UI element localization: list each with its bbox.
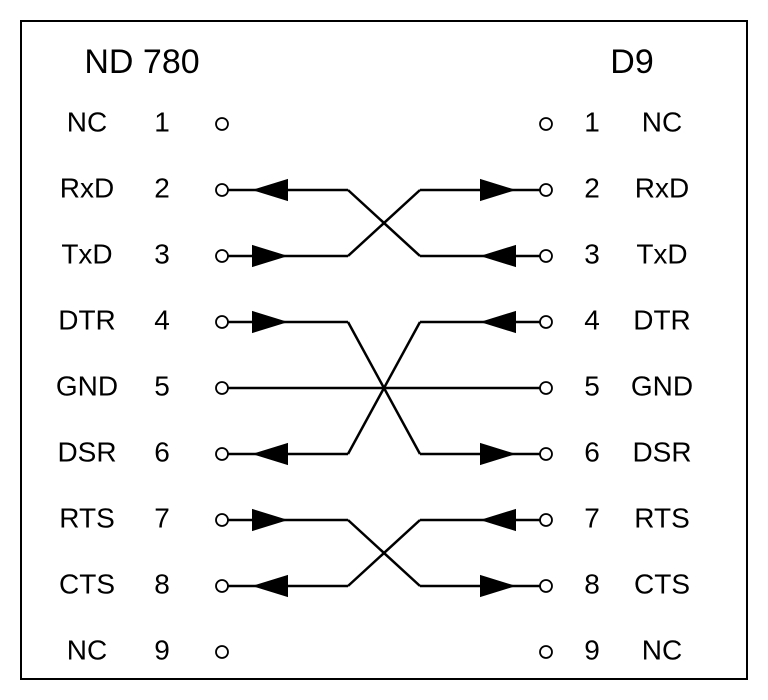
diagram-border: ND 780 D9 NC 1 1 NC RxD 2 2 RxD TxD 3 3 TxD DTR 4 4 DTR GN…: [20, 20, 748, 680]
left-label-8: CTS: [59, 568, 115, 599]
right-terminal-1: [540, 118, 552, 130]
left-terminal-9: [216, 646, 228, 658]
left-title: ND 780: [84, 43, 199, 81]
left-label-9: NC: [67, 634, 107, 665]
arrow-right: [480, 575, 516, 597]
left-num-7: 7: [154, 502, 170, 533]
right-label-5: GND: [631, 370, 693, 401]
right-num-8: 8: [584, 568, 600, 599]
right-label-2: RxD: [635, 172, 689, 203]
left-num-3: 3: [154, 238, 170, 269]
right-num-4: 4: [584, 304, 600, 335]
left-num-1: 1: [154, 106, 170, 137]
right-terminal-9: [540, 646, 552, 658]
wiring-svg: ND 780 D9 NC 1 1 NC RxD 2 2 RxD TxD 3 3 TxD DTR 4 4 DTR GN…: [22, 22, 746, 678]
left-terminal-8: [216, 580, 228, 592]
arrow-right: [480, 443, 516, 465]
right-num-2: 2: [584, 172, 600, 203]
right-label-3: TxD: [636, 238, 687, 269]
right-num-1: 1: [584, 106, 600, 137]
arrow-right: [480, 179, 516, 201]
left-num-2: 2: [154, 172, 170, 203]
diagram-frame: ND 780 D9 NC 1 1 NC RxD 2 2 RxD TxD 3 3 TxD DTR 4 4 DTR GN…: [0, 0, 768, 700]
right-label-4: DTR: [633, 304, 691, 335]
right-num-7: 7: [584, 502, 600, 533]
arrow-left: [252, 179, 288, 201]
left-num-8: 8: [154, 568, 170, 599]
right-terminal-5: [540, 382, 552, 394]
right-title: D9: [610, 43, 653, 81]
left-num-5: 5: [154, 370, 170, 401]
left-terminal-2: [216, 184, 228, 196]
right-terminal-4: [540, 316, 552, 328]
left-label-5: GND: [56, 370, 118, 401]
right-terminal-7: [540, 514, 552, 526]
left-num-6: 6: [154, 436, 170, 467]
right-num-6: 6: [584, 436, 600, 467]
left-terminal-5: [216, 382, 228, 394]
arrow-left: [252, 443, 288, 465]
left-label-7: RTS: [59, 502, 115, 533]
right-num-3: 3: [584, 238, 600, 269]
right-num-5: 5: [584, 370, 600, 401]
left-num-9: 9: [154, 634, 170, 665]
right-label-6: DSR: [632, 436, 691, 467]
left-terminal-6: [216, 448, 228, 460]
right-num-9: 9: [584, 634, 600, 665]
left-label-3: TxD: [61, 238, 112, 269]
left-terminal-3: [216, 250, 228, 262]
arrow-left: [252, 575, 288, 597]
arrow-right: [252, 245, 288, 267]
left-terminal-7: [216, 514, 228, 526]
left-terminal-4: [216, 316, 228, 328]
right-terminal-3: [540, 250, 552, 262]
right-label-9: NC: [642, 634, 682, 665]
right-terminal-6: [540, 448, 552, 460]
arrow-right: [252, 509, 288, 531]
left-label-4: DTR: [58, 304, 116, 335]
left-label-1: NC: [67, 106, 107, 137]
arrow-left: [480, 245, 516, 267]
right-terminal-2: [540, 184, 552, 196]
right-terminal-8: [540, 580, 552, 592]
arrow-left: [480, 311, 516, 333]
arrow-left: [480, 509, 516, 531]
right-label-7: RTS: [634, 502, 690, 533]
arrow-right: [252, 311, 288, 333]
right-label-8: CTS: [634, 568, 690, 599]
left-num-4: 4: [154, 304, 170, 335]
left-label-6: DSR: [57, 436, 116, 467]
left-label-2: RxD: [60, 172, 114, 203]
right-label-1: NC: [642, 106, 682, 137]
left-terminal-1: [216, 118, 228, 130]
